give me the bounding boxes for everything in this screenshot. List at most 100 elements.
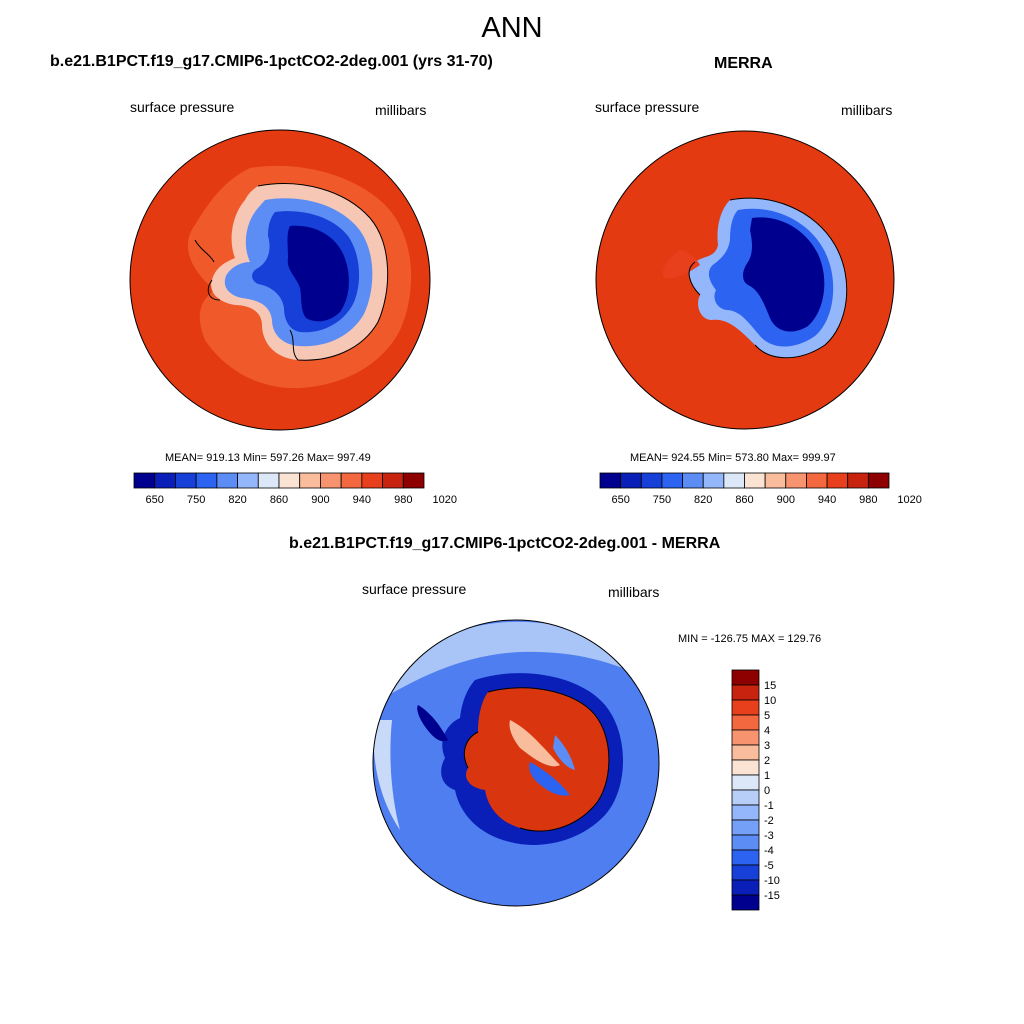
panel-3-peninsula-dark (417, 705, 448, 742)
panel-2-colorbar: 650 750 820 860 900 940 980 1020 (599, 472, 922, 506)
colorbar-box (731, 894, 760, 911)
colorbar-box (731, 819, 760, 836)
colorbar-tick-label: -5 (764, 860, 774, 872)
colorbar-box (826, 472, 849, 489)
colorbar-tick-label: 650 (146, 494, 164, 506)
colorbar-box (620, 472, 642, 489)
panel-2-variable: surface pressure (595, 99, 700, 115)
colorbar-box (340, 472, 363, 489)
panel-1-map (130, 130, 430, 430)
colorbar-box (731, 834, 760, 851)
colorbar-tick-label: 980 (859, 494, 877, 506)
colorbar-box (702, 472, 725, 489)
colorbar-box (785, 472, 807, 489)
colorbar-tick-label: 5 (764, 710, 770, 722)
panel-1-title: b.e21.B1PCT.f19_g17.CMIP6-1pctCO2-2deg.0… (50, 53, 493, 70)
colorbar-tick-label: 820 (694, 494, 712, 506)
colorbar-tick-label: 15 (764, 680, 776, 692)
colorbar-box (723, 472, 745, 489)
panel-3-coastline (463, 687, 610, 832)
panel-2-stats: MEAN= 924.55 Min= 573.80 Max= 999.97 (630, 452, 836, 464)
colorbar-tick-label: 750 (187, 494, 205, 506)
panel-3-variable: surface pressure (362, 581, 467, 597)
panel-3-negative-streak-3 (553, 735, 575, 770)
colorbar-tick-label: -3 (764, 830, 774, 842)
colorbar-tick-label: 860 (270, 494, 288, 506)
panel-3-negative-streak-2 (529, 762, 570, 796)
colorbar-tick-label: 10 (764, 695, 776, 707)
colorbar-box (599, 472, 622, 489)
panel-3-negative-streak-1 (509, 720, 560, 767)
panel-1-stats: MEAN= 919.13 Min= 597.26 Max= 997.49 (165, 452, 371, 464)
colorbar-box (661, 472, 683, 489)
colorbar-tick-label: 1020 (432, 494, 456, 506)
colorbar-box (867, 472, 890, 489)
colorbar-box (806, 472, 828, 489)
colorbar-tick-label: 2 (764, 755, 770, 767)
panel-2-antarctica-core (743, 217, 825, 332)
panel-3-units: millibars (608, 584, 660, 600)
panel-3-light-band-west (373, 720, 400, 830)
colorbar-tick-label: 820 (228, 494, 246, 506)
colorbar-box (847, 472, 869, 489)
colorbar-box (731, 849, 760, 866)
colorbar-tick-label: 650 (611, 494, 629, 506)
colorbar-tick-label: 940 (353, 494, 371, 506)
colorbar-box (133, 472, 156, 489)
colorbar-box (154, 472, 176, 489)
colorbar-box (216, 472, 238, 489)
colorbar-box (731, 774, 760, 791)
colorbar-box (731, 714, 760, 731)
panel-3-border (372, 619, 660, 907)
panel-2-units: millibars (841, 102, 893, 118)
colorbar-tick-label: 750 (653, 494, 671, 506)
colorbar-tick-label: -4 (764, 845, 774, 857)
colorbar-box (257, 472, 280, 489)
colorbar-tick-label: 900 (777, 494, 795, 506)
colorbar-tick-label: 3 (764, 740, 770, 752)
colorbar-tick-label: 1020 (897, 494, 921, 506)
colorbar-box (744, 472, 766, 489)
colorbar-box (731, 699, 760, 716)
colorbar-box (402, 472, 425, 489)
colorbar-tick-label: 940 (818, 494, 836, 506)
colorbar-box (731, 759, 760, 776)
panel-2-map (596, 131, 894, 429)
panel-3-stats: MIN = -126.75 MAX = 129.76 (678, 633, 822, 645)
panel-3-map (373, 620, 659, 906)
colorbar-box (682, 472, 704, 489)
colorbar-box (640, 472, 663, 489)
colorbar-box (299, 472, 321, 489)
colorbar-box (731, 864, 760, 881)
colorbar-box (764, 472, 787, 489)
panel-3-light-band (380, 621, 650, 700)
panel-2-coastline (688, 197, 848, 359)
panel-1-units: millibars (375, 102, 427, 118)
colorbar-tick-label: 1 (764, 770, 770, 782)
colorbar-box (731, 684, 760, 701)
panel-2-title: MERRA (714, 55, 773, 72)
panel-2-border (595, 130, 895, 430)
colorbar-tick-label: -1 (764, 800, 774, 812)
colorbar-tick-label: 900 (311, 494, 329, 506)
colorbar-box (731, 804, 760, 821)
colorbar-box (320, 472, 342, 489)
panel-2-peninsula (662, 250, 700, 279)
colorbar-tick-label: 980 (394, 494, 412, 506)
colorbar-box (278, 472, 301, 489)
colorbar-tick-label: -2 (764, 815, 774, 827)
panel-1-border (129, 129, 431, 431)
colorbar-box (731, 729, 760, 746)
colorbar-tick-label: 0 (764, 785, 770, 797)
figure-title: ANN (481, 12, 543, 44)
colorbar-box (731, 744, 760, 761)
colorbar-box (731, 879, 760, 896)
panel-1-antarctica-core (287, 225, 349, 322)
colorbar-box (237, 472, 259, 489)
colorbar-box (195, 472, 218, 489)
colorbar-box (731, 789, 760, 806)
panel-1-variable: surface pressure (130, 99, 235, 115)
colorbar-tick-label: -15 (764, 890, 780, 902)
